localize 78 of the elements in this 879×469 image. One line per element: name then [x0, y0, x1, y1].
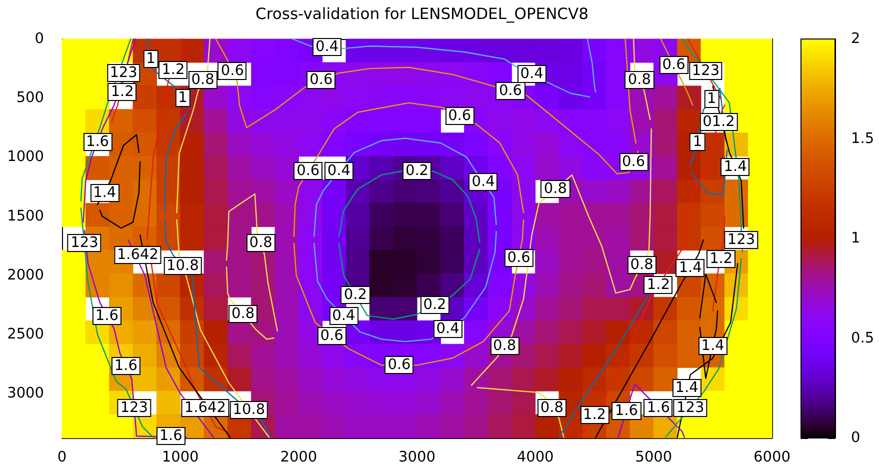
- annotation: 0.8: [540, 180, 570, 198]
- x-tick-label: 3000: [398, 450, 436, 466]
- annotation: 123: [106, 64, 140, 82]
- annotation: 1.6: [644, 398, 673, 417]
- annotation: 0.8: [624, 71, 654, 90]
- annotation: 10.8: [230, 401, 268, 420]
- annotation: 0.6: [504, 248, 534, 267]
- annotation: 1.642: [114, 246, 162, 264]
- annotation: 0.4: [324, 162, 354, 180]
- annotation: 0.8: [246, 234, 276, 252]
- annotation: 1: [704, 90, 720, 108]
- annotation: 1.2: [158, 60, 188, 79]
- chart-title: Cross-validation for LENSMODEL_OPENCV8: [256, 5, 588, 23]
- annotation: 1.2: [108, 83, 137, 102]
- annotation: 01.2: [700, 112, 738, 131]
- annotation: 1: [175, 89, 190, 108]
- color-bar-label: 1.5: [851, 130, 874, 147]
- y-tick-label: 2000: [7, 267, 44, 284]
- annotation: 1.4: [720, 158, 750, 176]
- annotation: 0.6: [218, 62, 247, 80]
- annotation: 0.6: [294, 162, 323, 180]
- annotation: 0.8: [490, 337, 520, 356]
- x-tick-label: 5000: [635, 450, 672, 466]
- annotation: 1.2: [580, 406, 610, 424]
- annotation: 1.2: [644, 276, 673, 294]
- annotation: 0.4: [468, 173, 498, 191]
- annotation: 0.6: [659, 56, 688, 74]
- annotation: 0.8: [188, 71, 218, 90]
- color-bar-label: 0: [851, 430, 860, 446]
- annotation: 1.6: [612, 402, 641, 420]
- annotation: 0.4: [312, 38, 342, 56]
- x-tick-label: 1000: [162, 450, 199, 466]
- annotation: 1.4: [676, 259, 705, 278]
- annotation: 0.8: [537, 398, 566, 417]
- annotation: 0.6: [384, 356, 414, 374]
- annotation: 0.4: [329, 306, 358, 325]
- x-tick-label: 6000: [754, 450, 790, 466]
- annotation: 1.4: [90, 184, 120, 202]
- annotation: 0.8: [627, 256, 656, 274]
- annotation: 0.6: [317, 326, 346, 345]
- annotation: 1.2: [706, 250, 736, 268]
- annotation: 1: [690, 132, 706, 151]
- color-bar-label: 1: [851, 230, 860, 246]
- annotation: 123: [688, 62, 723, 80]
- color-bar-label: 2: [851, 31, 860, 47]
- annotation: 123: [117, 398, 152, 417]
- annotation: 0.2: [420, 296, 450, 314]
- annotation: 0.4: [433, 320, 462, 338]
- y-tick-label: 1500: [7, 208, 44, 224]
- annotation: 0.6: [619, 152, 648, 171]
- y-tick-label: 3000: [7, 386, 44, 402]
- annotation: 1.4: [672, 378, 702, 397]
- annotation: 123: [68, 234, 102, 252]
- annotation: 0.2: [402, 162, 432, 180]
- annotation: 1.6: [92, 306, 122, 325]
- y-tick-label: 2500: [7, 326, 44, 342]
- annotation: 0.6: [496, 82, 525, 100]
- annotation: 0.6: [306, 71, 336, 90]
- y-tick-label: 500: [16, 90, 44, 106]
- annotation: 1.642: [181, 398, 229, 417]
- annotation: 123: [724, 230, 758, 249]
- annotation: 1: [143, 50, 158, 68]
- annotation: 123: [674, 398, 708, 417]
- y-tick-label: 0: [34, 31, 44, 47]
- annotation: 0.2: [340, 286, 370, 304]
- annotation: 0.8: [228, 305, 258, 324]
- color-bar-label: 0.5: [851, 330, 874, 346]
- annotation: 0.4: [517, 65, 546, 84]
- annotation: 0.6: [445, 106, 474, 125]
- annotation: 10.8: [164, 256, 202, 275]
- annotation: 1.6: [111, 357, 140, 376]
- annotation: 1.6: [82, 132, 112, 151]
- x-tick-label: 2000: [280, 450, 318, 466]
- y-tick-label: 1000: [7, 149, 44, 166]
- x-tick-label: 0: [57, 450, 67, 466]
- annotation: 1.4: [698, 337, 728, 356]
- x-tick-label: 4000: [516, 450, 554, 466]
- annotation: 1.6: [156, 427, 186, 446]
